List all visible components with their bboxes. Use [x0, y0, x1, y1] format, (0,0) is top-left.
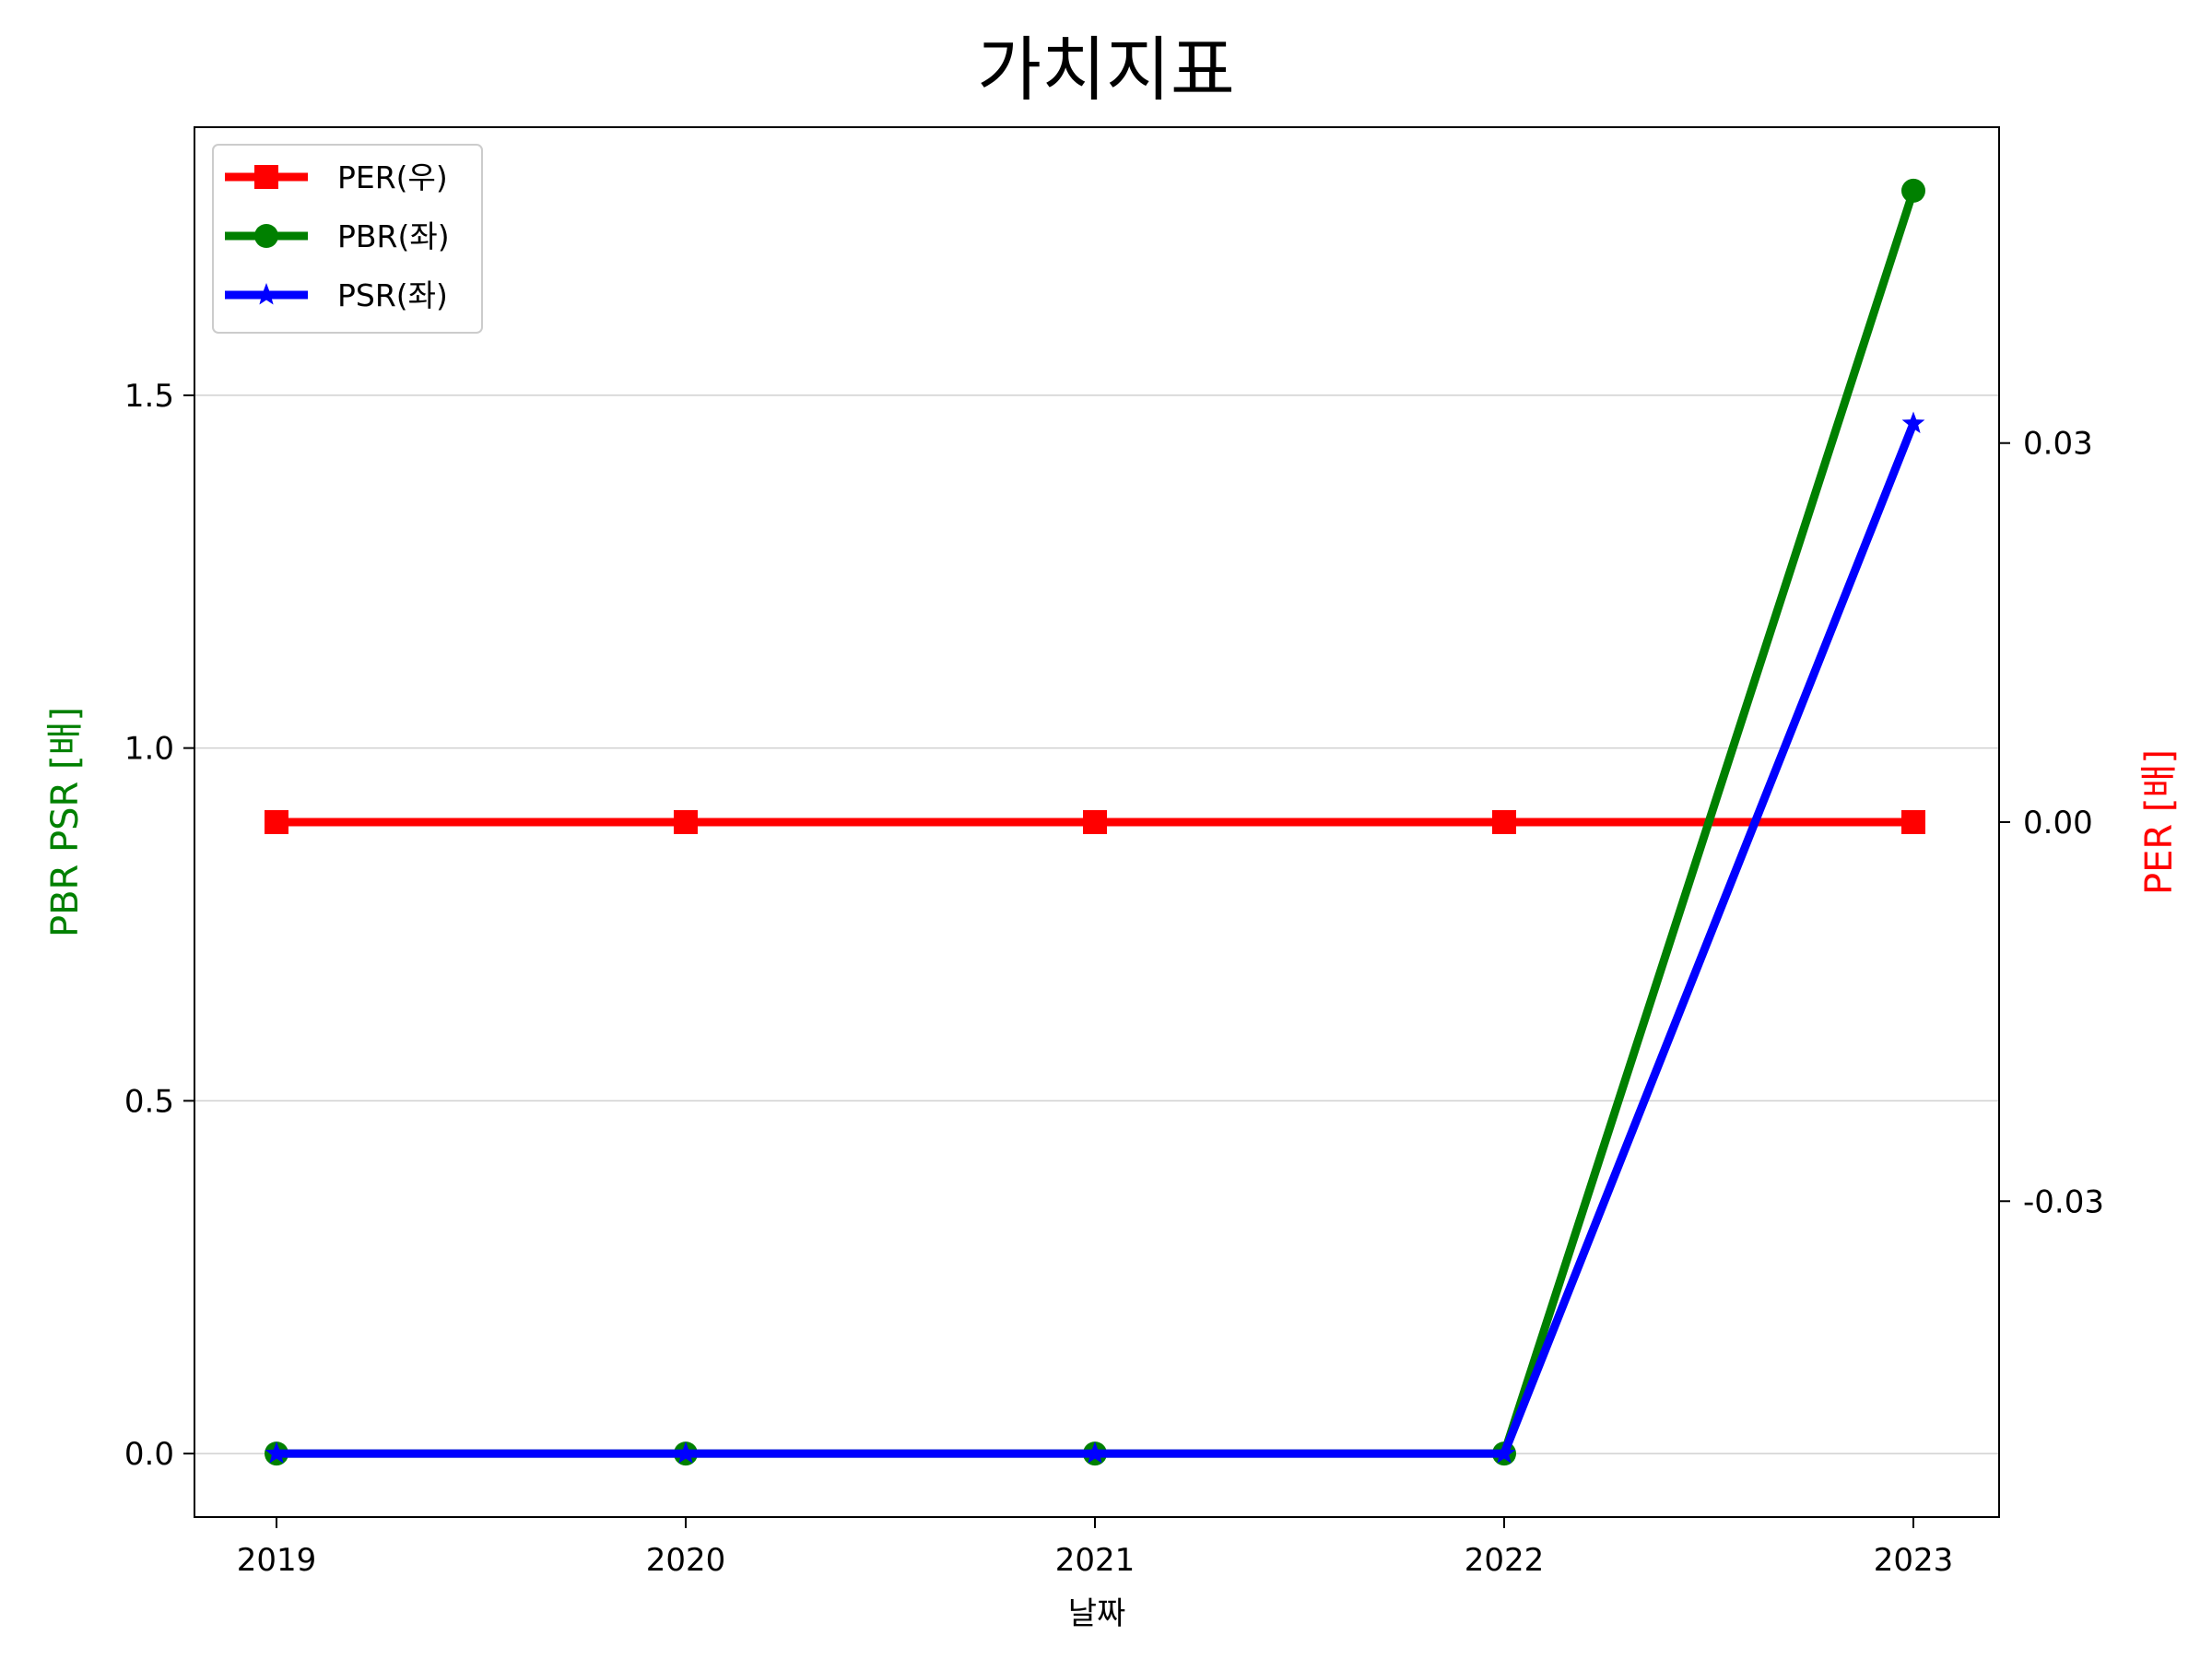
- x-tick-label: 2022: [1465, 1542, 1545, 1579]
- x-tick-label: 2019: [237, 1542, 317, 1579]
- x-axis-label: 날짜: [1068, 1595, 1126, 1632]
- psr-legend-marker: [254, 283, 278, 305]
- pbr-legend-label: PBR(좌): [337, 218, 450, 254]
- y-left-tick-label: 0.5: [124, 1083, 174, 1120]
- psr-data-point: [674, 1441, 698, 1464]
- right-y-axis-ticks: -0.03 0.00 0.03: [1999, 426, 2104, 1220]
- x-tick-label: 2023: [1874, 1542, 1954, 1579]
- per-data-point: [265, 810, 288, 834]
- pbr-legend-marker: [254, 224, 278, 248]
- per-legend-marker: [254, 165, 278, 189]
- y-left-tick-label: 1.0: [124, 731, 174, 768]
- y-right-tick-label: -0.03: [2023, 1183, 2104, 1220]
- psr-data-point: [1492, 1441, 1516, 1464]
- x-axis-ticks: 2019 2020 2021 2022 2023: [237, 1517, 1954, 1579]
- psr-data-point: [265, 1441, 288, 1464]
- chart-title: 가치지표: [977, 29, 1235, 111]
- per-legend-label: PER(우): [337, 159, 448, 195]
- y-right-tick-label: 0.00: [2023, 805, 2093, 841]
- right-y-axis-label: PER [배]: [2138, 749, 2181, 895]
- pbr-data-point: [1901, 178, 1925, 203]
- per-data-point: [1083, 810, 1107, 834]
- per-data-point: [1492, 810, 1516, 834]
- y-right-tick-label: 0.03: [2023, 426, 2093, 463]
- plot-area: [265, 178, 1925, 1466]
- psr-legend-label: PSR(좌): [337, 277, 448, 313]
- left-y-axis-label: PBR PSR [배]: [44, 707, 87, 937]
- legend-box: [212, 144, 483, 334]
- y-left-tick-label: 0.0: [124, 1436, 174, 1473]
- per-data-point: [1901, 810, 1925, 834]
- y-left-tick-label: 1.5: [124, 378, 174, 415]
- x-tick-label: 2020: [646, 1542, 726, 1579]
- x-tick-label: 2021: [1055, 1542, 1135, 1579]
- per-data-point: [674, 810, 698, 834]
- legend: PER(우) PBR(좌) PSR(좌): [212, 144, 483, 334]
- left-y-axis-ticks: 0.0 0.5 1.0 1.5: [124, 378, 194, 1473]
- psr-data-point: [1083, 1441, 1107, 1464]
- psr-data-point: [1901, 411, 1925, 433]
- gridlines: [194, 394, 1999, 1454]
